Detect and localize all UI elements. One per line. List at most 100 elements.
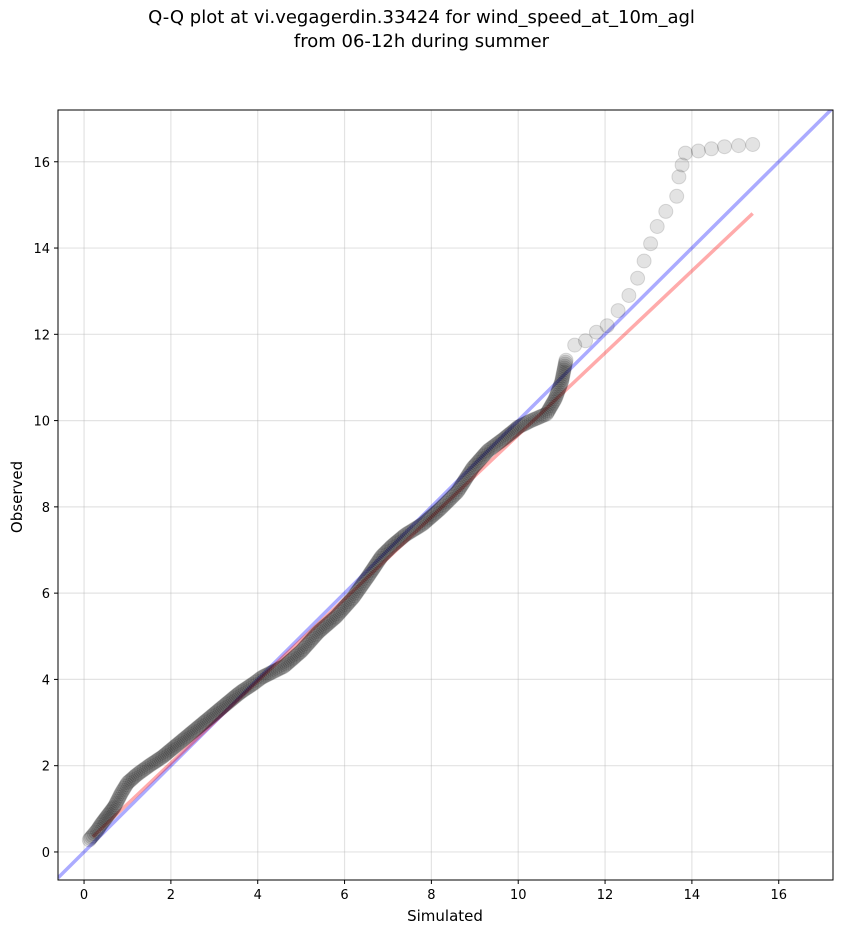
x-tick-label: 14 — [684, 888, 701, 903]
qq-point — [101, 806, 117, 822]
x-tick-label: 16 — [770, 888, 787, 903]
qq-point — [393, 531, 409, 546]
qq-point — [396, 528, 412, 544]
qq-point — [352, 580, 368, 595]
qq-point — [390, 533, 406, 549]
qq-point — [494, 432, 510, 448]
qq-point — [274, 659, 290, 675]
qq-point — [261, 666, 277, 682]
qq-point — [510, 419, 526, 435]
plot-frame — [57, 109, 834, 881]
x-tick-label: 6 — [340, 888, 348, 903]
qq-point — [537, 407, 552, 423]
qq-point — [188, 722, 203, 737]
qq-point — [163, 742, 179, 758]
qq-point — [258, 668, 273, 683]
qq-point — [690, 143, 706, 159]
qq-point — [135, 762, 151, 778]
qq-point — [84, 829, 100, 845]
qq-point — [493, 433, 508, 449]
qq-point — [448, 485, 464, 501]
qq-point — [122, 772, 138, 788]
qq-point — [201, 711, 216, 727]
qq-point — [252, 671, 268, 686]
qq-point — [538, 406, 554, 422]
qq-point — [404, 523, 420, 539]
qq-point — [467, 457, 483, 473]
qq-point — [374, 549, 389, 564]
qq-point — [369, 555, 385, 571]
qq-point — [138, 760, 154, 776]
qq-point — [489, 436, 505, 452]
qq-point — [341, 594, 357, 610]
qq-point — [303, 633, 318, 649]
qq-point — [202, 710, 218, 725]
qq-point — [521, 414, 537, 429]
qq-point — [276, 659, 292, 674]
qq-point — [549, 387, 565, 403]
qq-point — [206, 706, 222, 722]
y-tick-label: 8 — [42, 501, 50, 516]
qq-point — [557, 358, 573, 374]
qq-point — [745, 137, 761, 152]
qq-point — [195, 716, 211, 731]
qq-point — [131, 765, 147, 781]
qq-point — [218, 696, 234, 712]
qq-point — [311, 624, 326, 640]
grid-lines — [58, 110, 833, 880]
qq-point — [554, 374, 570, 390]
qq-point — [96, 813, 112, 829]
qq-point — [384, 538, 400, 554]
qq-point — [535, 408, 551, 424]
y-axis-ticks: 0 2 4 6 8 10 12 14 16 — [33, 156, 58, 861]
fit-line — [91, 212, 754, 839]
qq-point — [287, 648, 303, 664]
qq-point — [239, 680, 255, 696]
qq-point — [224, 692, 240, 707]
qq-point — [215, 699, 231, 715]
qq-point — [263, 665, 279, 681]
qq-point — [544, 396, 560, 412]
qq-point — [124, 771, 140, 787]
qq-point — [313, 621, 329, 637]
qq-point — [349, 585, 365, 600]
qq-point — [525, 412, 541, 428]
qq-point — [401, 525, 417, 541]
qq-point — [630, 270, 646, 286]
qq-point — [104, 802, 120, 817]
qq-point — [268, 662, 284, 678]
qq-point — [88, 824, 104, 840]
qq-point — [358, 571, 374, 587]
qq-point — [89, 822, 105, 838]
qq-point — [555, 366, 571, 382]
qq-point — [514, 417, 530, 433]
qq-point — [300, 636, 316, 652]
qq-point — [305, 630, 321, 646]
qq-point — [379, 543, 395, 559]
qq-point — [159, 746, 174, 761]
qq-point — [488, 437, 504, 453]
qq-point — [289, 647, 305, 663]
qq-point — [105, 800, 121, 816]
qq-point — [157, 747, 173, 763]
qq-point — [225, 690, 241, 706]
qq-point — [141, 758, 157, 774]
qq-point — [331, 606, 346, 622]
qq-point — [359, 570, 375, 585]
qq-point — [504, 424, 520, 440]
qq-point — [456, 474, 472, 490]
qq-point — [85, 828, 101, 844]
qq-point — [279, 656, 295, 672]
qq-point — [209, 704, 225, 719]
qq-point — [436, 497, 452, 513]
qq-point — [130, 766, 146, 782]
qq-point — [295, 642, 310, 658]
qq-point — [198, 713, 214, 729]
qq-point — [451, 482, 466, 498]
qq-point — [133, 764, 149, 780]
qq-point — [254, 669, 270, 685]
qq-point — [383, 539, 399, 555]
qq-point — [392, 532, 407, 548]
qq-point — [312, 623, 328, 639]
